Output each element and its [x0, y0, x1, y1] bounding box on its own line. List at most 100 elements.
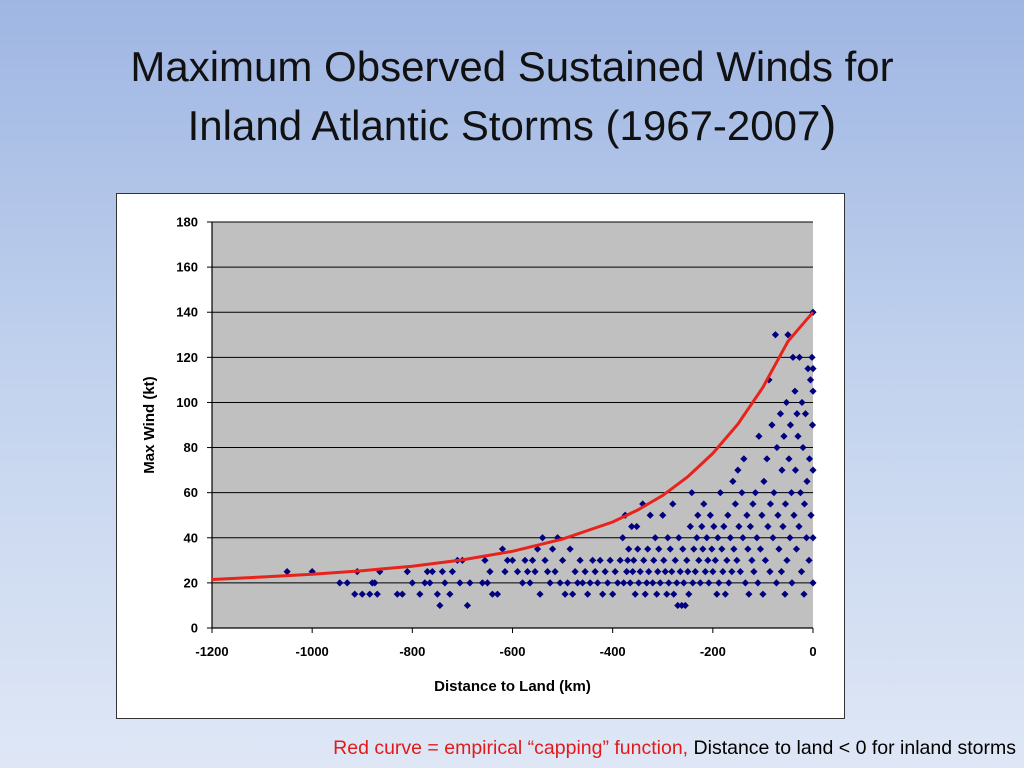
data-point	[764, 522, 772, 531]
data-point	[777, 568, 786, 576]
data-point	[574, 579, 582, 587]
data-point	[630, 556, 638, 564]
y-tick-label: 80	[184, 440, 198, 455]
data-point	[805, 556, 813, 564]
data-point	[521, 556, 529, 564]
data-point	[586, 579, 594, 587]
data-point	[718, 545, 726, 553]
data-point	[426, 579, 434, 587]
data-point	[393, 590, 401, 598]
data-point	[719, 568, 727, 576]
data-point	[768, 421, 776, 429]
data-point	[698, 522, 706, 531]
x-tick-label: -200	[700, 644, 726, 659]
data-point	[466, 579, 474, 587]
data-point	[670, 590, 678, 598]
data-point	[769, 534, 777, 542]
data-point	[548, 545, 557, 553]
data-point	[684, 568, 692, 576]
data-point	[774, 511, 782, 519]
data-point	[663, 590, 671, 598]
x-tick-labels: -1200 -1000 -800 -600 -400 -200 0	[195, 644, 816, 659]
gridlines	[212, 221, 813, 584]
data-point	[739, 534, 747, 542]
data-point	[708, 545, 716, 553]
footnote: Red curve = empirical “capping” function…	[0, 737, 1016, 760]
data-point	[734, 466, 742, 474]
data-point	[536, 590, 544, 598]
data-point	[681, 601, 689, 610]
data-point	[729, 477, 737, 485]
data-point	[785, 455, 793, 463]
data-point	[715, 579, 723, 587]
data-point	[809, 534, 817, 542]
data-point	[724, 511, 732, 519]
data-point	[759, 590, 767, 598]
x-tick-label: -1000	[296, 644, 329, 659]
data-point	[775, 545, 783, 553]
plot-area	[212, 222, 813, 628]
data-point	[725, 579, 733, 587]
y-tick-labels: 0 20 40 60 80 100 120 140 160 180	[176, 215, 198, 636]
data-point	[771, 331, 780, 339]
data-point	[786, 534, 794, 542]
data-point	[558, 556, 567, 564]
data-point	[730, 545, 738, 553]
data-point	[518, 579, 527, 587]
footnote-black-text: Distance to land < 0 for inland storms	[693, 737, 1016, 759]
data-point	[483, 579, 492, 587]
data-point	[760, 477, 768, 485]
data-point	[633, 522, 641, 531]
data-point	[644, 545, 652, 553]
data-point	[691, 568, 699, 576]
data-point	[795, 522, 803, 531]
y-tick-label: 40	[184, 530, 198, 545]
data-point	[758, 511, 766, 519]
data-point	[614, 579, 622, 587]
y-tick-label: 0	[191, 621, 198, 636]
data-point	[753, 534, 761, 542]
data-point	[683, 556, 691, 564]
data-point	[685, 590, 693, 598]
data-point	[690, 545, 698, 553]
data-point	[616, 556, 624, 564]
data-point	[805, 455, 814, 463]
data-point	[308, 568, 316, 576]
data-point	[799, 443, 807, 452]
data-point	[513, 568, 522, 576]
data-point	[448, 568, 456, 576]
data-point	[743, 511, 751, 519]
data-point	[623, 568, 631, 576]
data-point	[556, 579, 564, 587]
data-point	[640, 556, 648, 564]
data-point	[631, 590, 639, 598]
data-point	[807, 511, 815, 519]
data-point	[772, 579, 781, 587]
data-point	[802, 534, 811, 542]
data-point	[726, 534, 734, 542]
data-point	[755, 432, 763, 440]
data-point	[745, 590, 753, 598]
data-point	[543, 568, 552, 576]
data-point	[746, 522, 754, 531]
data-point	[782, 398, 791, 407]
data-point	[398, 590, 406, 598]
x-tick-label: 0	[809, 644, 816, 659]
data-point	[601, 568, 609, 576]
data-point	[793, 410, 801, 418]
data-point	[646, 511, 654, 519]
data-point	[421, 579, 429, 587]
data-point	[498, 545, 507, 553]
y-tick-label: 180	[176, 215, 198, 230]
data-point	[686, 522, 694, 531]
data-point	[423, 568, 431, 576]
data-point	[594, 579, 602, 587]
data-point	[671, 556, 679, 564]
title-close-paren: )	[820, 98, 837, 151]
axes	[207, 221, 814, 633]
data-point	[741, 579, 749, 587]
data-point	[668, 568, 676, 576]
data-point	[596, 556, 604, 564]
data-point	[653, 590, 661, 598]
data-point	[408, 579, 416, 587]
